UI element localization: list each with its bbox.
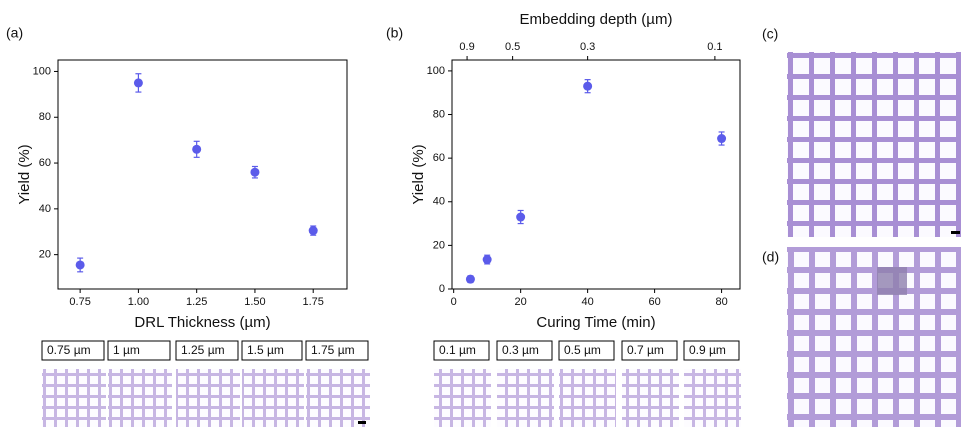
point (133, 78, 143, 88)
micrograph (787, 247, 961, 427)
x-tick-label: 80 (715, 296, 727, 308)
point (250, 167, 260, 177)
thumbnail-label: 1.75 µm (311, 343, 355, 357)
label-box (175, 340, 239, 361)
y-tick-label: 100 (427, 65, 445, 77)
label-box (433, 340, 490, 361)
point (308, 226, 318, 236)
label-box (621, 340, 678, 361)
x-tick-label: 20 (515, 296, 527, 308)
point (717, 134, 727, 144)
x2-tick-label: 0.5 (505, 41, 520, 53)
thumbnails: 0.75 µm 1 µm 1.25 µm 1.5 µm 1.75 µm 0.1 µm 0.3… (41, 340, 741, 427)
x2-tick-label: 0.1 (707, 41, 722, 53)
thumbnail-label: 0.1 µm (439, 343, 476, 357)
y-tick-label: 20 (433, 239, 445, 251)
panel-label: (d) (762, 249, 779, 265)
thumbnail (684, 369, 741, 427)
label-box (496, 340, 553, 361)
point (583, 81, 593, 91)
label-box (241, 340, 303, 361)
y-tick-label: 80 (433, 108, 445, 120)
thumbnail (434, 369, 491, 427)
x-tick-label: 60 (648, 296, 660, 308)
plot-frame (57, 59, 348, 290)
point (482, 255, 492, 265)
panel-label: (b) (386, 25, 403, 41)
thumbnail (559, 369, 616, 427)
x-tick-label: 1.00 (128, 296, 149, 308)
thumbnail (242, 369, 304, 427)
label-box (305, 340, 369, 361)
x-axis-label: Curing Time (min) (536, 314, 655, 331)
panel-label: (a) (6, 25, 23, 41)
thumbnail-label: 0.5 µm (564, 343, 601, 357)
x-tick-label: 1.25 (186, 296, 207, 308)
point (192, 144, 202, 154)
thumbnail (306, 369, 370, 427)
thumbnail (108, 369, 172, 427)
x-tick-label: 0 (451, 296, 457, 308)
x-tick-label: 40 (582, 296, 594, 308)
y-tick-label: 40 (39, 203, 51, 215)
label-box (683, 340, 740, 361)
thumbnail (622, 369, 679, 427)
thumbnail-label: 0.3 µm (502, 343, 539, 357)
y-tick-label: 60 (39, 157, 51, 169)
thumbnail-label: 0.75 µm (47, 343, 91, 357)
y-tick-label: 20 (39, 249, 51, 261)
y-axis-label: Yield (%) (16, 144, 33, 204)
scale-bar (358, 421, 366, 424)
thumbnail-label: 1 µm (113, 343, 140, 357)
y-tick-label: 40 (433, 196, 445, 208)
panel-label: (c) (762, 26, 778, 42)
micrograph (787, 52, 961, 237)
thumbnail (497, 369, 554, 427)
x-axis-label: DRL Thickness (µm) (134, 314, 270, 331)
plot-frame (451, 59, 741, 290)
y-tick-label: 80 (39, 111, 51, 123)
point (465, 274, 475, 284)
x-tick-label: 1.75 (302, 296, 323, 308)
thumbnail-label: 1.5 µm (247, 343, 284, 357)
label-box (107, 340, 171, 361)
thumbnail (42, 369, 106, 427)
x-tick-label: 1.50 (244, 296, 265, 308)
label-box (558, 340, 615, 361)
y-tick-label: 0 (439, 283, 445, 295)
x2-tick-label: 0.3 (580, 41, 595, 53)
x2-tick-label: 0.9 (459, 41, 474, 53)
scale-bar (951, 231, 960, 234)
point (75, 260, 85, 270)
thumbnail (176, 369, 240, 427)
y-tick-label: 60 (433, 152, 445, 164)
x2-axis-label: Embedding depth (µm) (520, 11, 673, 28)
y-axis-label: Yield (%) (410, 144, 427, 204)
thumbnail-label: 0.9 µm (689, 343, 726, 357)
thumbnail-label: 1.25 µm (181, 343, 225, 357)
defect (877, 267, 907, 295)
label-box (41, 340, 105, 361)
y-tick-label: 100 (33, 65, 51, 77)
thumbnail-label: 0.7 µm (627, 343, 664, 357)
x-tick-label: 0.75 (69, 296, 90, 308)
point (516, 212, 526, 222)
